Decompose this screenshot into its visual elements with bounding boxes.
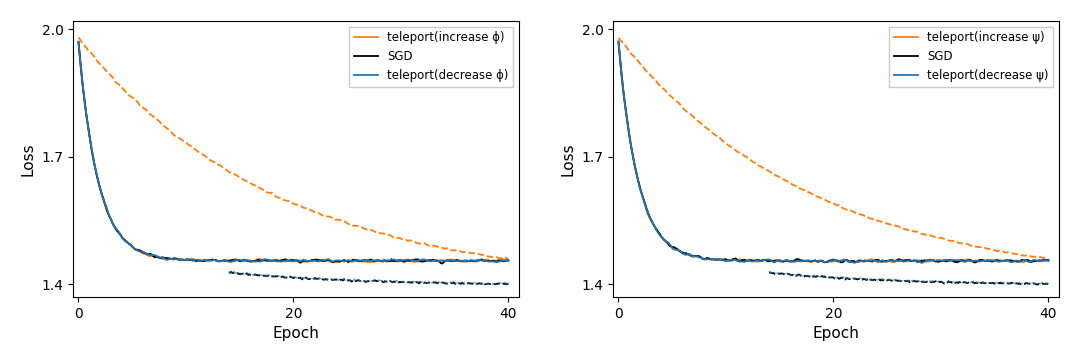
teleport(decrease ψ) <box>1042 258 1055 263</box>
teleport(decrease ψ) <box>612 39 625 44</box>
Y-axis label: Loss: Loss <box>561 142 576 176</box>
teleport(increase ϕ) <box>330 260 343 265</box>
teleport(increase ψ) <box>828 259 841 263</box>
teleport(increase ψ) <box>887 260 900 264</box>
SGD <box>346 257 359 262</box>
teleport(decrease ϕ) <box>308 259 321 263</box>
teleport(increase ϕ) <box>347 259 360 264</box>
teleport(decrease ϕ) <box>127 247 140 251</box>
teleport(increase ψ) <box>612 40 625 44</box>
teleport(increase ϕ) <box>227 258 240 263</box>
SGD <box>1042 258 1055 262</box>
Line: teleport(decrease ψ): teleport(decrease ψ) <box>619 42 1049 263</box>
SGD <box>502 258 515 263</box>
teleport(decrease ψ) <box>667 247 680 252</box>
Line: teleport(decrease ϕ): teleport(decrease ϕ) <box>79 42 509 262</box>
SGD <box>927 258 940 262</box>
Legend: teleport(increase ψ), SGD, teleport(decrease ψ): teleport(increase ψ), SGD, teleport(decr… <box>889 27 1053 87</box>
teleport(increase ψ) <box>1042 259 1055 263</box>
Line: SGD: SGD <box>619 42 1049 262</box>
teleport(decrease ϕ) <box>490 260 503 264</box>
teleport(increase ϕ) <box>308 259 321 263</box>
SGD <box>288 258 301 263</box>
teleport(decrease ϕ) <box>288 259 301 263</box>
teleport(increase ψ) <box>928 258 941 263</box>
teleport(increase ϕ) <box>288 259 301 264</box>
teleport(decrease ψ) <box>915 261 928 265</box>
teleport(increase ϕ) <box>502 259 515 263</box>
SGD <box>387 259 400 263</box>
teleport(decrease ϕ) <box>72 40 85 44</box>
teleport(increase ψ) <box>667 245 680 250</box>
SGD <box>969 260 982 265</box>
Line: teleport(increase ψ): teleport(increase ψ) <box>619 42 1049 262</box>
SGD <box>308 258 321 262</box>
SGD <box>72 39 85 44</box>
teleport(decrease ϕ) <box>346 259 359 264</box>
SGD <box>127 247 140 251</box>
teleport(increase ϕ) <box>127 246 140 251</box>
SGD <box>435 261 448 266</box>
Y-axis label: Loss: Loss <box>21 142 36 176</box>
SGD <box>227 258 240 262</box>
teleport(increase ϕ) <box>388 258 401 263</box>
teleport(decrease ψ) <box>767 260 780 264</box>
Line: SGD: SGD <box>79 42 509 264</box>
teleport(decrease ψ) <box>828 258 841 262</box>
SGD <box>828 258 841 262</box>
X-axis label: Epoch: Epoch <box>813 326 860 341</box>
SGD <box>612 39 625 44</box>
teleport(decrease ϕ) <box>502 258 515 263</box>
X-axis label: Epoch: Epoch <box>273 326 320 341</box>
Legend: teleport(increase ϕ), SGD, teleport(decrease ϕ): teleport(increase ϕ), SGD, teleport(decr… <box>350 27 513 87</box>
teleport(decrease ψ) <box>848 261 861 265</box>
SGD <box>767 259 780 264</box>
teleport(decrease ϕ) <box>387 257 400 262</box>
SGD <box>667 245 680 249</box>
teleport(increase ψ) <box>872 260 885 265</box>
teleport(decrease ψ) <box>928 258 941 263</box>
Line: teleport(increase ϕ): teleport(increase ϕ) <box>79 42 509 262</box>
teleport(decrease ϕ) <box>227 259 240 263</box>
SGD <box>848 259 861 263</box>
teleport(decrease ψ) <box>886 259 899 263</box>
teleport(increase ψ) <box>767 259 780 263</box>
SGD <box>886 258 899 262</box>
teleport(increase ϕ) <box>72 40 85 45</box>
teleport(increase ψ) <box>848 259 861 263</box>
